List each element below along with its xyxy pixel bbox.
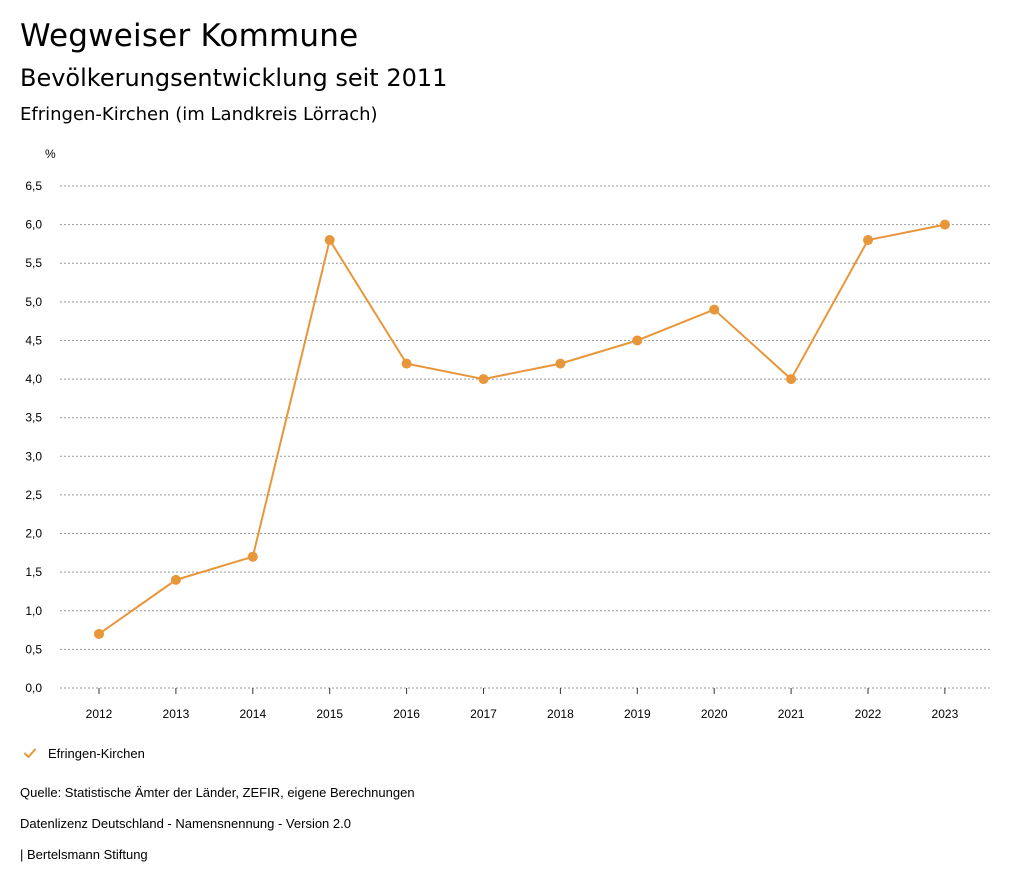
y-tick-label: 0,5 <box>25 642 42 656</box>
y-tick-label: 1,0 <box>25 604 42 618</box>
x-tick-label: 2017 <box>470 707 497 721</box>
checkmark-icon <box>22 745 38 761</box>
source-note: Quelle: Statistische Ämter der Länder, Z… <box>20 785 415 800</box>
y-tick-label: 1,5 <box>25 565 42 579</box>
x-tick-label: 2016 <box>393 707 420 721</box>
line-chart: 0,0 0,5 1,0 1,5 2,0 2,5 3,0 3,5 4,0 4,5 5,0 5,5 6,0 6… <box>25 147 990 721</box>
data-point <box>401 358 412 369</box>
data-point <box>170 574 181 585</box>
x-tick-label: 2014 <box>239 707 266 721</box>
chart-subtitle: Bevölkerungsentwicklung seit 2011 <box>20 64 448 92</box>
x-tick-label: 2012 <box>86 707 113 721</box>
data-point <box>478 374 489 385</box>
y-axis-label: % <box>45 147 56 161</box>
data-point <box>709 304 720 315</box>
page-title: Wegweiser Kommune <box>20 18 359 54</box>
series-efringen-kirchen <box>94 219 950 639</box>
y-tick-label: 3,5 <box>25 411 42 425</box>
legend-label-efringen-kirchen: Efringen-Kirchen <box>48 745 145 761</box>
y-tick-label: 4,5 <box>25 333 42 347</box>
y-axis-ticks: 0,0 0,5 1,0 1,5 2,0 2,5 3,0 3,5 4,0 4,5 5,0 5,5 6,0 6… <box>25 179 42 695</box>
data-point <box>786 374 797 385</box>
y-tick-label: 5,0 <box>25 295 42 309</box>
y-tick-label: 0,0 <box>25 681 42 695</box>
x-tick-label: 2013 <box>163 707 190 721</box>
license-note: Datenlizenz Deutschland - Namensnennung … <box>20 816 351 831</box>
organization-credit: | Bertelsmann Stiftung <box>20 847 148 862</box>
data-point <box>94 628 104 639</box>
y-tick-label: 4,0 <box>25 372 42 386</box>
y-tick-label: 6,0 <box>25 218 42 232</box>
data-point <box>247 551 258 562</box>
x-axis-ticks: 2012 2013 2014 2015 2016 2017 2018 2019 2020 2021… <box>86 688 959 721</box>
x-tick-label: 2018 <box>547 707 574 721</box>
y-tick-label: 3,0 <box>25 449 42 463</box>
y-tick-label: 5,5 <box>25 256 42 270</box>
region-label: Efringen-Kirchen (im Landkreis Lörrach) <box>20 104 378 125</box>
y-tick-label: 6,5 <box>25 179 42 193</box>
data-point <box>632 335 643 346</box>
series-line <box>98 223 946 635</box>
x-tick-label: 2015 <box>316 707 343 721</box>
data-point <box>555 358 566 369</box>
x-tick-label: 2021 <box>778 707 805 721</box>
x-tick-label: 2019 <box>624 707 651 721</box>
data-point <box>863 235 873 246</box>
x-tick-label: 2023 <box>932 707 959 721</box>
y-tick-label: 2,0 <box>25 527 42 541</box>
data-point <box>939 219 950 230</box>
legend[interactable]: Efringen-Kirchen <box>22 745 145 761</box>
data-point <box>324 235 335 246</box>
grid-lines <box>60 185 990 689</box>
y-tick-label: 2,5 <box>25 488 42 502</box>
x-tick-label: 2022 <box>855 707 882 721</box>
x-tick-label: 2020 <box>701 707 728 721</box>
